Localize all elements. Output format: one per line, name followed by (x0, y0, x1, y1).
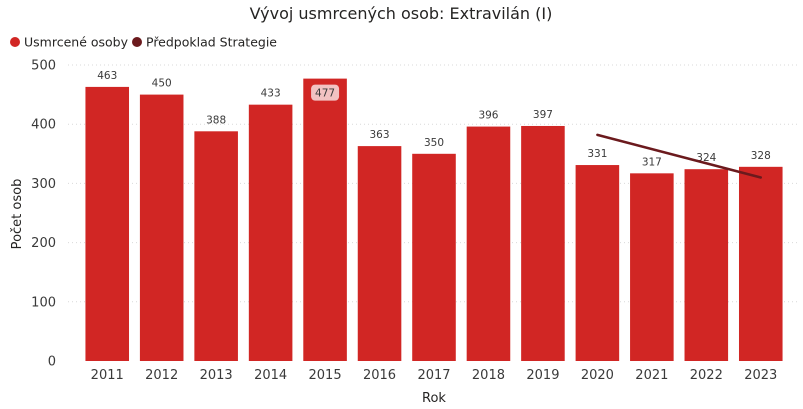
data-label: 328 (751, 150, 771, 162)
data-label: 396 (478, 110, 498, 122)
bar-2011[interactable] (85, 86, 130, 362)
x-tick-label: 2013 (200, 368, 233, 383)
x-tick-label: 2012 (145, 368, 178, 383)
bar-2018[interactable] (466, 126, 511, 362)
bar-2022[interactable] (684, 169, 729, 361)
bars[interactable] (85, 78, 783, 362)
data-label-highlight (311, 84, 340, 101)
data-label: 363 (370, 129, 390, 141)
x-tick-label: 2016 (363, 368, 396, 383)
data-label: 388 (206, 114, 226, 126)
bar-2016[interactable] (357, 146, 402, 361)
x-axis-ticks: 2011 2012 2013 2014 2015 2016 2017 2018 2019 2020… (91, 368, 778, 383)
bar-2014[interactable] (248, 104, 293, 361)
legend-marker-usmrcene-osoby (10, 37, 20, 47)
chart-title: Vývoj usmrcených osob: Extravilán (I) (250, 4, 553, 23)
bar-2012[interactable] (139, 94, 184, 361)
bar-2017[interactable] (412, 153, 456, 361)
y-tick-label: 300 (31, 177, 56, 192)
x-tick-label: 2019 (526, 368, 559, 383)
y-axis-ticks: 0 100 200 300 400 500 (31, 59, 56, 370)
x-tick-label: 2023 (744, 368, 777, 383)
y-tick-label: 100 (31, 295, 56, 310)
data-label: 350 (424, 137, 444, 149)
data-label: 317 (642, 156, 662, 168)
strategy-line-segment (596, 133, 763, 179)
data-label: 397 (533, 109, 553, 121)
legend-label-predpoklad-strategie: Předpoklad Strategie (146, 35, 277, 50)
bar-2023[interactable] (738, 166, 783, 361)
legend-label-usmrcene-osoby: Usmrcené osoby (24, 35, 129, 50)
y-axis-title: Počet osob (10, 179, 25, 250)
strategy-line (596, 133, 763, 179)
bar-2013[interactable] (194, 131, 238, 361)
legend-item-usmrcene-osoby[interactable]: Usmrcené osoby (10, 35, 129, 50)
x-tick-label: 2011 (91, 368, 124, 383)
data-label: 331 (587, 148, 607, 160)
legend[interactable]: Usmrcené osoby Předpoklad Strategie (10, 35, 277, 50)
x-tick-label: 2018 (472, 368, 505, 383)
bar-2021[interactable] (630, 173, 674, 361)
legend-marker-predpoklad-strategie (132, 37, 142, 47)
x-tick-label: 2021 (635, 368, 668, 383)
bar-2020[interactable] (575, 165, 620, 361)
x-axis-title: Rok (422, 391, 446, 406)
y-tick-label: 400 (31, 118, 56, 133)
y-tick-label: 0 (48, 355, 56, 370)
bar-2015[interactable] (303, 78, 347, 361)
data-label: 477 (315, 88, 335, 100)
bar-2019[interactable] (521, 125, 565, 361)
legend-item-predpoklad-strategie[interactable]: Předpoklad Strategie (132, 35, 277, 50)
x-tick-label: 2022 (690, 368, 723, 383)
y-tick-label: 500 (31, 59, 56, 74)
data-label: 450 (152, 78, 172, 90)
data-label: 433 (261, 88, 281, 100)
x-tick-label: 2015 (309, 368, 342, 383)
x-tick-label: 2017 (417, 368, 450, 383)
data-label: 463 (97, 70, 117, 82)
y-tick-label: 200 (31, 236, 56, 251)
x-tick-label: 2014 (254, 368, 287, 383)
x-tick-label: 2020 (581, 368, 614, 383)
